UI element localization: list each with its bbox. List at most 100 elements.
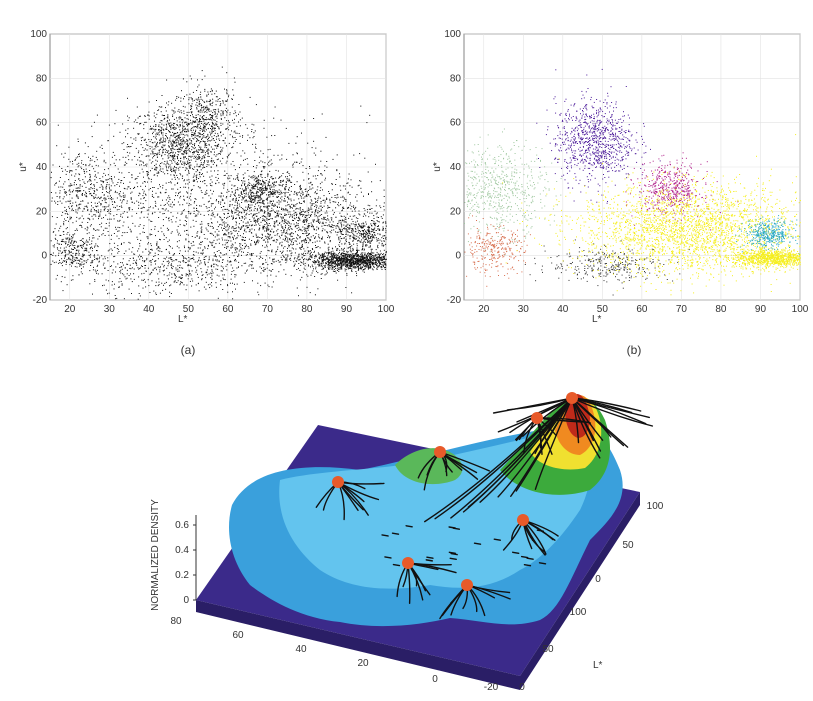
- scatter-point: [193, 120, 195, 122]
- scatter-point: [66, 259, 68, 261]
- scatter-point: [207, 109, 209, 111]
- scatter-point: [206, 150, 208, 152]
- scatter-point: [96, 245, 98, 247]
- scatter-point: [186, 146, 188, 148]
- scatter-point: [210, 151, 212, 153]
- scatter-point: [206, 136, 207, 138]
- scatter-point: [372, 220, 374, 222]
- scatter-point: [123, 182, 124, 184]
- scatter-point: [76, 187, 78, 189]
- scatter-point: [318, 227, 320, 229]
- scatter-point: [187, 144, 189, 146]
- scatter-point: [266, 205, 268, 207]
- scatter-point: [157, 152, 159, 154]
- scatter-point: [261, 187, 263, 189]
- scatter-point: [200, 123, 202, 124]
- scatter-point: [337, 279, 339, 281]
- scatter-point: [239, 211, 241, 213]
- scatter-point: [200, 109, 202, 111]
- scatter-point: [109, 208, 111, 210]
- scatter-point: [314, 215, 316, 217]
- scatter-point: [234, 276, 236, 278]
- scatter-point: [196, 261, 198, 263]
- scatter-point: [178, 126, 180, 128]
- scatter-point: [358, 249, 360, 251]
- scatter-point: [371, 252, 373, 254]
- scatter-point: [336, 255, 338, 257]
- scatter-point: [305, 239, 307, 241]
- scatter-point: [234, 140, 236, 142]
- scatter-point: [136, 106, 138, 108]
- scatter-point: [332, 201, 334, 203]
- scatter-point: [284, 193, 286, 195]
- scatter-point: [321, 260, 323, 262]
- scatter-point: [148, 250, 150, 252]
- scatter-point: [89, 173, 91, 175]
- scatter-point: [110, 195, 111, 197]
- scatter-point: [208, 140, 210, 142]
- scatter-point: [241, 193, 242, 195]
- scatter-point: [212, 98, 214, 100]
- scatter-point: [53, 246, 55, 248]
- scatter-point: [170, 125, 172, 127]
- scatter-point: [72, 252, 74, 254]
- scatter-point: [95, 258, 97, 260]
- scatter-point: [287, 171, 289, 173]
- scatter-point: [348, 255, 350, 257]
- scatter-point: [123, 195, 124, 197]
- scatter-point: [338, 219, 340, 221]
- scatter-point: [194, 201, 196, 202]
- scatter-point: [302, 240, 304, 242]
- scatter-point: [347, 223, 349, 225]
- scatter-point: [299, 185, 301, 187]
- scatter-point: [315, 201, 316, 203]
- scatter-point: [209, 99, 211, 101]
- scatter-point: [222, 113, 224, 115]
- scatter-point: [172, 110, 174, 112]
- scatter-point: [273, 189, 275, 191]
- scatter-point: [74, 175, 76, 177]
- scatter-point: [242, 198, 244, 200]
- scatter-point: [279, 184, 281, 186]
- scatter-point: [188, 170, 189, 172]
- scatter-point: [270, 231, 272, 233]
- scatter-point: [155, 267, 157, 269]
- scatter-point: [184, 128, 186, 130]
- scatter-point: [65, 220, 67, 221]
- scatter-point: [311, 255, 313, 257]
- scatter-point: [326, 161, 328, 162]
- scatter-point: [323, 257, 325, 259]
- scatter-point: [376, 216, 378, 218]
- scatter-point: [176, 145, 178, 147]
- scatter-point: [275, 253, 277, 255]
- scatter-point: [340, 196, 342, 198]
- scatter-point: [89, 176, 91, 178]
- scatter-point: [254, 208, 256, 209]
- scatter-point: [326, 197, 327, 199]
- scatter-point: [248, 247, 250, 249]
- scatter-point: [177, 163, 179, 165]
- scatter-point: [251, 232, 253, 234]
- scatter-point: [58, 180, 60, 182]
- scatter-point: [169, 139, 171, 141]
- scatter-point: [227, 285, 229, 287]
- scatter-point: [307, 235, 309, 236]
- scatter-point: [190, 109, 191, 110]
- scatter-point: [94, 214, 96, 216]
- scatter-point: [103, 209, 105, 211]
- scatter-point: [205, 227, 207, 229]
- scatter-point: [175, 141, 177, 143]
- scatter-point: [245, 254, 247, 256]
- scatter-point: [316, 261, 318, 263]
- scatter-point: [241, 239, 243, 241]
- scatter-point: [157, 110, 159, 111]
- scatter-point: [328, 191, 330, 192]
- scatter-point: [161, 95, 163, 96]
- scatter-point: [293, 220, 294, 221]
- scatter-point: [166, 169, 168, 171]
- scatter-point: [103, 152, 105, 154]
- scatter-point: [69, 245, 71, 246]
- scatter-point: [211, 131, 213, 133]
- scatter-point: [286, 196, 288, 198]
- scatter-point: [210, 272, 212, 274]
